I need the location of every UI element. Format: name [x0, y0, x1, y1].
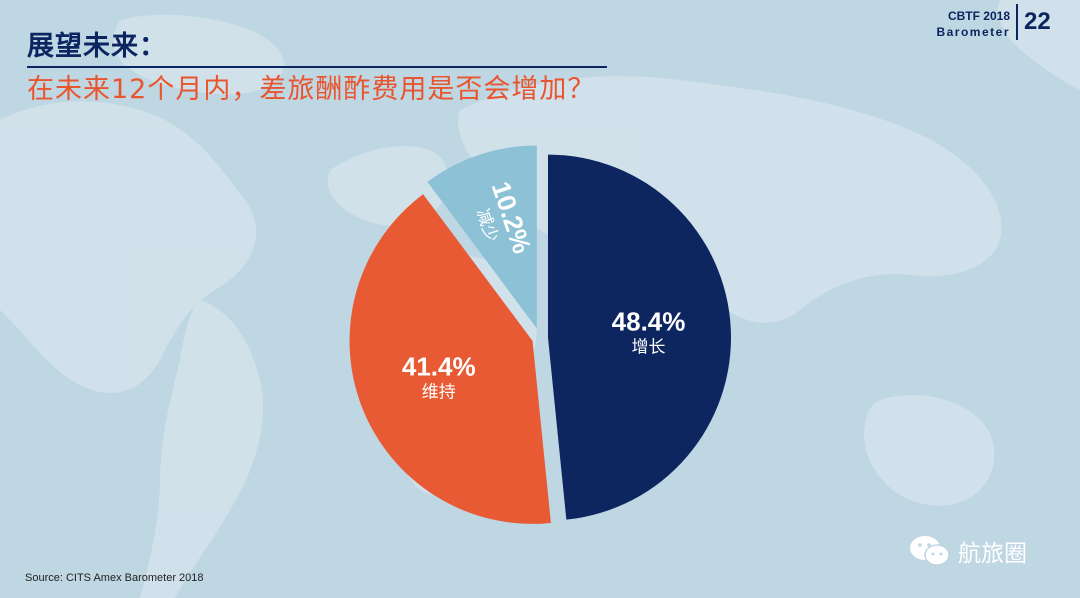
watermark-text: 航旅圈: [958, 541, 1027, 567]
pie-category-label-1: 增长: [632, 338, 666, 358]
brand-line2: Barometer: [936, 25, 1010, 39]
brand-block: CBTF 2018 Barometer: [936, 8, 1010, 40]
slide-title: 展望未来：: [27, 31, 167, 62]
brand-line1: CBTF 2018: [947, 9, 1010, 23]
wechat-icon: [910, 536, 950, 566]
pie-slice-3: [427, 145, 537, 329]
pie-slice-label-group-1: 48.4%增长: [612, 307, 686, 358]
pie-category-label-2: 维持: [422, 382, 456, 402]
pie-slice-2: [349, 194, 551, 524]
slide-subtitle: 在未来12个月内，差旅酬酢费用是否会增加？: [27, 74, 596, 105]
pie-slice-label-group-2: 41.4%维持: [402, 351, 476, 402]
source-note: Source: CITS Amex Barometer 2018: [25, 572, 204, 584]
pie-slice-1: [547, 154, 731, 520]
pie-value-label-2: 41.4%: [402, 351, 476, 381]
brand-divider: [1016, 4, 1018, 40]
pie-value-label-1: 48.4%: [612, 307, 686, 337]
page-number: 22: [1024, 8, 1051, 35]
title-divider: [27, 66, 607, 68]
watermark: 航旅圈: [908, 533, 1027, 569]
